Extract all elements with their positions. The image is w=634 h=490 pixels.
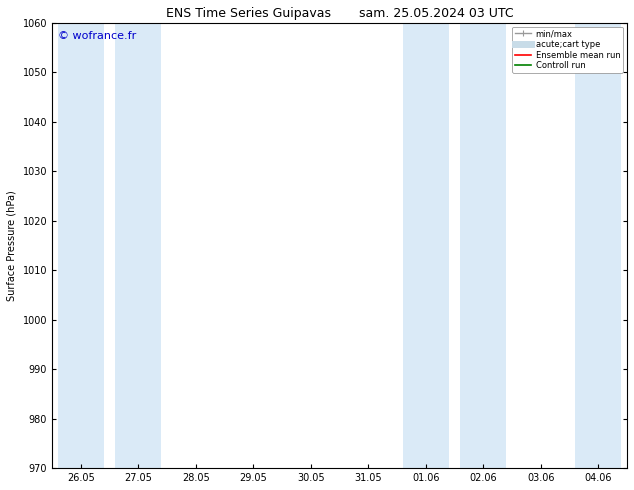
Title: ENS Time Series Guipavas       sam. 25.05.2024 03 UTC: ENS Time Series Guipavas sam. 25.05.2024…: [165, 7, 514, 20]
Bar: [460, 23, 507, 468]
Bar: [403, 23, 449, 468]
Text: © wofrance.fr: © wofrance.fr: [58, 31, 136, 42]
Bar: [575, 23, 621, 468]
Y-axis label: Surface Pressure (hPa): Surface Pressure (hPa): [7, 190, 17, 301]
Bar: [115, 23, 161, 468]
Legend: min/max, acute;cart type, Ensemble mean run, Controll run: min/max, acute;cart type, Ensemble mean …: [512, 26, 623, 73]
Bar: [58, 23, 104, 468]
